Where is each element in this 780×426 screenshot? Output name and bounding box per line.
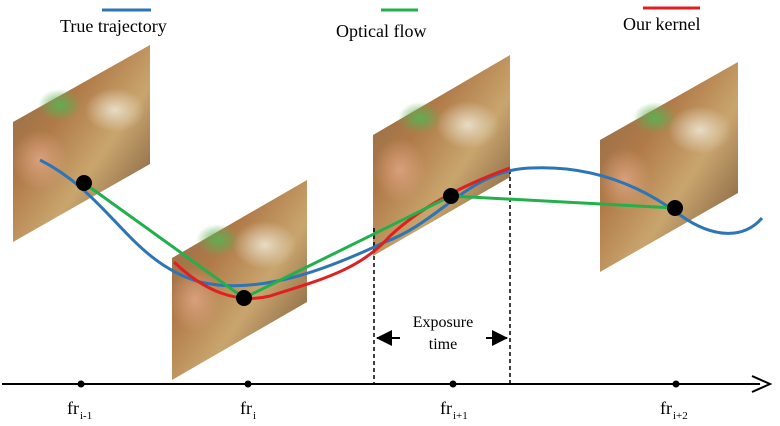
frame-image-4 <box>599 62 738 272</box>
trajectory-point-3 <box>443 188 459 204</box>
frame-label-2-base: fr <box>240 398 252 418</box>
legend-label-our-kernel: Our kernel <box>623 14 701 34</box>
frame-label-3: fri+1 <box>440 398 468 422</box>
optical-flow-line <box>83 181 676 300</box>
frame-label-4-sub: i+2 <box>673 410 688 422</box>
frame-label-3-sub: i+1 <box>453 410 468 422</box>
axis-tick-2 <box>244 380 252 388</box>
exposure-time-label: Exposure time <box>400 312 486 356</box>
frame-label-2: fri <box>240 398 256 422</box>
frame-label-4-base: fr <box>660 398 672 418</box>
frame-label-3-base: fr <box>440 398 452 418</box>
legend-label-optical-flow: Optical flow <box>336 21 427 41</box>
legend-label-true-trajectory: True trajectory <box>60 16 167 36</box>
frame-label-1-sub: i-1 <box>80 410 93 422</box>
true-trajectory-curve <box>39 158 764 288</box>
frame-label-2-sub: i <box>253 410 257 422</box>
time-axis <box>2 375 773 393</box>
frame-label-4: fri+2 <box>660 398 688 422</box>
axis-tick-4 <box>672 380 680 388</box>
exposure-label-line1: Exposure <box>412 314 474 331</box>
frame-image-1 <box>12 45 150 242</box>
frame-label-1: fri-1 <box>67 398 92 422</box>
trajectory-point-1 <box>76 175 92 191</box>
trajectory-point-2 <box>236 290 252 306</box>
frame-label-1-base: fr <box>67 398 79 418</box>
frame-image-3 <box>373 55 510 256</box>
exposure-label-line2: time <box>428 336 458 353</box>
axis-tick-3 <box>449 380 457 388</box>
trajectory-point-4 <box>667 200 683 216</box>
axis-tick-1 <box>77 380 85 388</box>
